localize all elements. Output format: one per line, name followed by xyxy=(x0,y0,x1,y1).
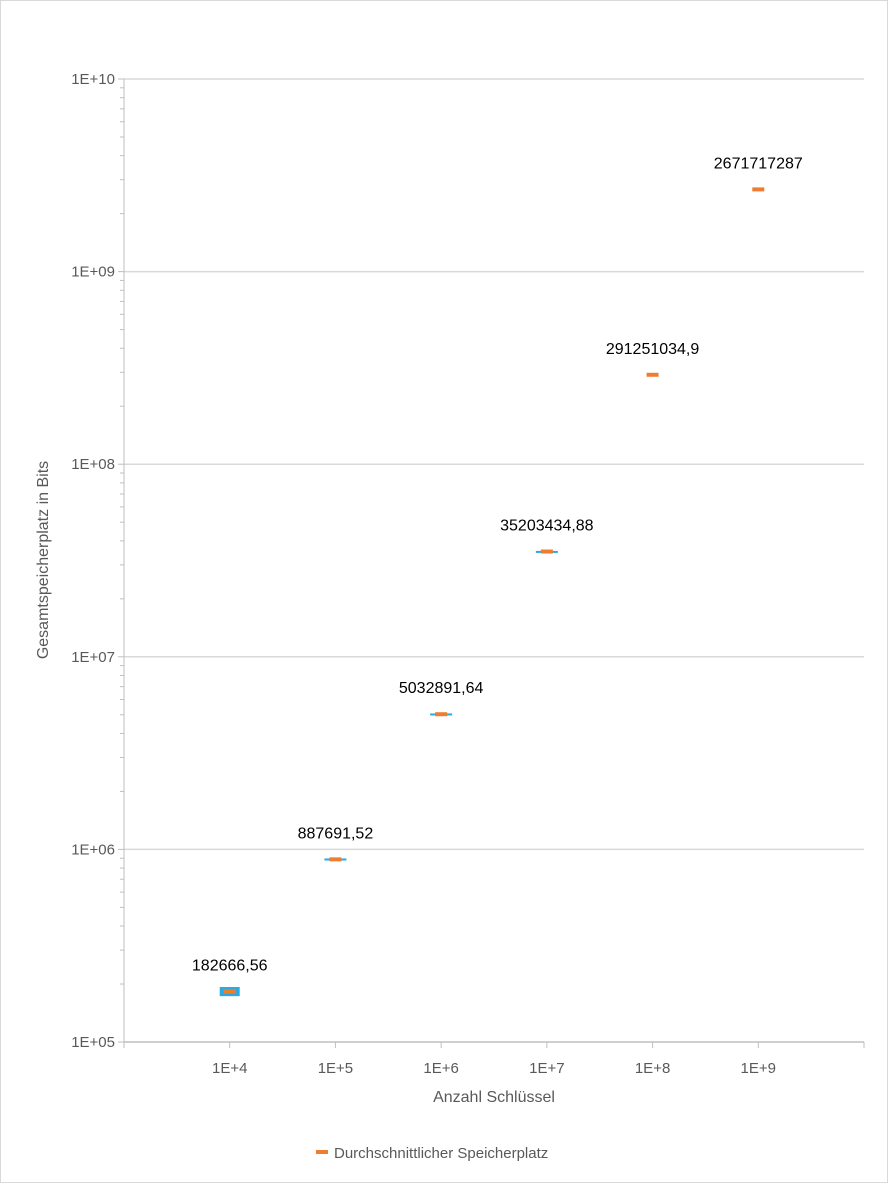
data-label: 35203434,88 xyxy=(500,518,594,535)
y-tick-label: 1E+06 xyxy=(71,841,115,858)
data-point xyxy=(435,712,448,717)
data-point xyxy=(646,372,659,377)
data-points xyxy=(223,187,765,994)
data-point xyxy=(329,857,342,862)
x-tick-label: 1E+4 xyxy=(212,1060,247,1077)
data-label: 5032891,64 xyxy=(399,680,484,697)
gridlines xyxy=(124,78,864,851)
y-tick-label: 1E+08 xyxy=(71,456,115,473)
data-labels: 182666,56 887691,52 5032891,64 35203434,88 2… xyxy=(192,155,803,974)
x-axis-title: Anzahl Schlüssel xyxy=(433,1089,555,1106)
data-label: 182666,56 xyxy=(192,958,268,975)
x-tick-label: 1E+5 xyxy=(318,1060,353,1077)
y-tick-label: 1E+05 xyxy=(71,1034,115,1051)
y-tick-label: 1E+10 xyxy=(71,71,115,88)
data-point xyxy=(752,187,765,192)
x-tick-label: 1E+8 xyxy=(635,1060,670,1077)
data-point xyxy=(540,549,553,554)
axes xyxy=(123,79,864,1043)
y-axis-ticks: 1E+05 1E+06 1E+07 1E+08 1E+09 1E+10 xyxy=(71,71,124,1051)
legend: Durchschnittlicher Speicherplatz xyxy=(316,1145,548,1162)
range-markers xyxy=(219,550,558,997)
x-tick-label: 1E+7 xyxy=(529,1060,564,1077)
x-axis-ticks: 1E+4 1E+5 1E+6 1E+7 1E+8 1E+9 xyxy=(123,1042,865,1077)
data-label: 2671717287 xyxy=(714,155,803,172)
y-axis-title: Gesamtspeicherplatz in Bits xyxy=(35,461,52,659)
data-label: 291251034,9 xyxy=(606,341,700,358)
y-tick-label: 1E+07 xyxy=(71,649,115,666)
legend-swatch xyxy=(316,1150,328,1154)
x-tick-label: 1E+9 xyxy=(741,1060,776,1077)
y-tick-label: 1E+09 xyxy=(71,264,115,281)
legend-label: Durchschnittlicher Speicherplatz xyxy=(334,1145,548,1162)
data-point xyxy=(223,989,236,994)
x-tick-label: 1E+6 xyxy=(423,1060,458,1077)
data-label: 887691,52 xyxy=(298,825,374,842)
